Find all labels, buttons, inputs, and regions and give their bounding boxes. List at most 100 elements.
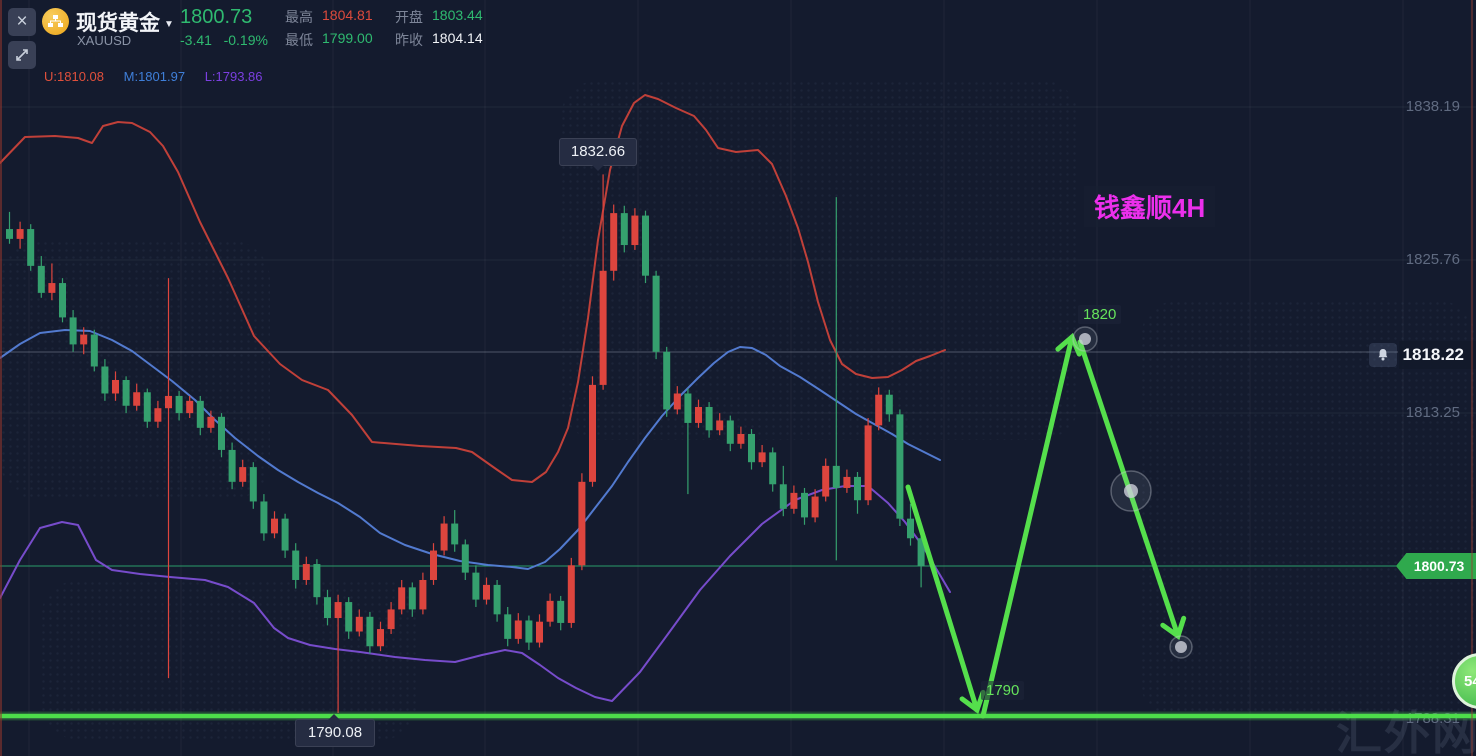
candle-body [758, 452, 766, 463]
candle-body [567, 565, 575, 623]
candle-body [578, 481, 586, 566]
trader-annotation-text[interactable]: 钱鑫顺4H [1084, 186, 1216, 227]
bollinger-upper-line [0, 94, 946, 483]
candle-body [822, 465, 830, 497]
candle-body [589, 384, 596, 482]
candle-body [493, 584, 501, 615]
candle-body [80, 334, 88, 345]
candle-body [748, 433, 755, 463]
candle-body [313, 564, 321, 598]
change-value: -3.41 [180, 32, 212, 48]
candle-body [557, 600, 565, 623]
gold-coin-icon [42, 8, 69, 35]
candle-body [695, 406, 702, 423]
close-button[interactable]: × [8, 8, 36, 36]
collapse-arrows-icon [16, 49, 28, 61]
symbol-selector[interactable]: 现货黄金 ▼ [76, 7, 174, 37]
candle-body [419, 579, 427, 610]
candle-body [69, 317, 77, 345]
candle-body [737, 433, 745, 444]
price-alert-button[interactable] [1369, 343, 1397, 367]
candle-body [292, 550, 300, 580]
candle-body [165, 395, 172, 409]
candle-body [599, 270, 607, 385]
candle-body [175, 395, 183, 414]
candle-body [779, 484, 787, 509]
candle-body [801, 492, 808, 518]
candle-body [896, 414, 904, 519]
candle-body [260, 501, 268, 534]
candle-body [101, 366, 109, 394]
target-low-label: 1790 [981, 681, 1025, 700]
symbol-name: 现货黄金 [76, 12, 160, 35]
candle-body [398, 587, 406, 610]
candle-body [642, 215, 649, 276]
candle-body [133, 392, 141, 406]
alert-price-label: 1818.22 [1399, 341, 1476, 369]
candle-body [440, 523, 448, 551]
stat-open-value: 1803.44 [432, 7, 483, 23]
candle-body [207, 416, 215, 428]
last-price: 1800.73 [180, 6, 253, 28]
candle-body [716, 420, 724, 431]
close-icon: × [16, 11, 28, 32]
candle-body [249, 467, 257, 502]
drawing-handle[interactable] [1124, 484, 1138, 498]
candle-body [461, 544, 469, 573]
trend-arrow-segment[interactable] [980, 332, 1082, 719]
candle-body [186, 400, 194, 414]
candle-body [112, 379, 119, 394]
candle-body [514, 620, 522, 639]
candle-body [832, 465, 840, 488]
peak-price-tooltip: 1832.66 [559, 138, 637, 171]
candle-body [228, 449, 236, 482]
bollinger-upper-value: U:1810.08 [44, 69, 104, 84]
stat-open-label: 开盘 [395, 9, 423, 25]
bell-icon [1378, 349, 1388, 361]
candle-body [673, 393, 681, 410]
candle-body [27, 229, 35, 266]
candle-body [37, 265, 45, 293]
candle-body [281, 518, 289, 551]
collapse-button[interactable] [8, 41, 36, 69]
candle-body [907, 518, 914, 539]
stat-low-label: 最低 [285, 32, 313, 48]
candle-body [271, 518, 278, 534]
bollinger-lower-value: L:1793.86 [204, 69, 263, 84]
drawing-handle[interactable] [1079, 333, 1091, 345]
candle-body [408, 587, 416, 610]
candle-body [875, 394, 883, 426]
candle-body [302, 564, 310, 580]
trend-arrows[interactable] [905, 326, 1193, 719]
candle-body [143, 392, 151, 422]
drawing-handle[interactable] [1175, 641, 1187, 653]
candle-body [610, 213, 618, 271]
candle-body [59, 283, 66, 318]
candle-body [122, 379, 130, 406]
candle-body [472, 572, 480, 600]
candle-body [536, 621, 543, 643]
price-change: -3.41 -0.19% [180, 32, 268, 48]
candle-body [769, 452, 777, 485]
candle-body [864, 425, 872, 501]
candle-body [154, 408, 162, 422]
candle-body [726, 420, 734, 444]
candle-body [451, 523, 459, 545]
low-price-tooltip: 1790.08 [295, 714, 375, 747]
candle-body [334, 602, 342, 619]
trend-arrow-segment[interactable] [905, 484, 986, 715]
change-percent: -0.19% [223, 32, 268, 48]
price-tick-label: 1813.25 [1405, 404, 1460, 421]
candle-body [483, 584, 490, 600]
candle-body [366, 616, 374, 647]
candle-body [525, 620, 533, 643]
candle-body [504, 614, 512, 639]
candle-body [620, 213, 628, 246]
price-tick-label: 1825.76 [1405, 251, 1460, 268]
stat-high-value: 1804.81 [322, 7, 373, 23]
candle-body [790, 492, 798, 509]
candles-layer [6, 174, 925, 713]
